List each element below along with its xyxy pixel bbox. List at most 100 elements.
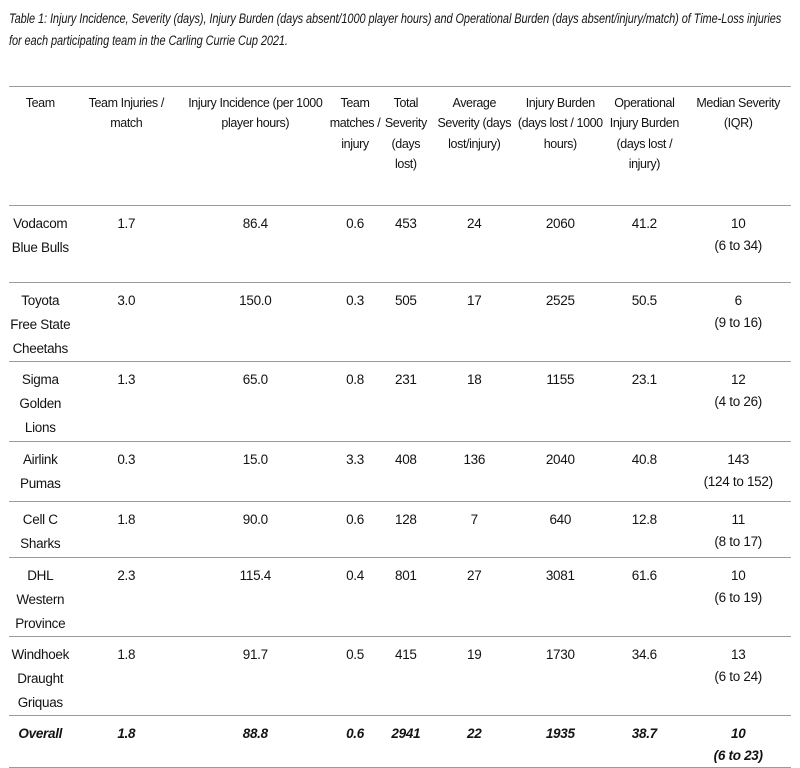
cell-team: Toyota Free State Cheetahs — [10, 293, 71, 357]
cell-total-severity: 408 — [395, 452, 417, 468]
cell-average-severity: 22 — [467, 726, 482, 742]
cell-total-severity: 2941 — [391, 726, 421, 742]
cell-median-severity: 143 (124 to 152) — [685, 442, 791, 502]
cell-injuries-per-match: 3.0 — [117, 293, 136, 308]
cell-team: Airlink Pumas — [20, 452, 61, 492]
table-caption-wrap: Table 1: Injury Incidence, Severity (day… — [9, 8, 791, 56]
median-value: 11 — [731, 512, 745, 528]
median-value: 13 — [730, 647, 746, 663]
col-header-median-severity: Median Severity (IQR) — [696, 96, 780, 131]
median-value: 143 — [727, 452, 749, 468]
cell-matches-per-injury: 0.4 — [346, 568, 364, 584]
cell-injury-burden: 2525 — [545, 293, 575, 308]
cell-operational-burden: 61.6 — [631, 568, 657, 584]
table-header: Team Team Injuries / match Injury Incide… — [9, 87, 791, 206]
cell-average-severity: 18 — [467, 372, 482, 388]
col-header-injury-incidence: Injury Incidence (per 1000 player hours) — [188, 96, 323, 131]
median-value: 12 — [730, 372, 746, 388]
table-row-windhoek-draught-griquas: Windhoek Draught Griquas 1.8 91.7 0.5 41… — [9, 636, 791, 716]
cell-average-severity: 19 — [467, 647, 482, 663]
table-row-vodacom-blue-bulls: Vodacom Blue Bulls 1.7 86.4 0.6 453 24 2… — [9, 205, 791, 283]
cell-injury-burden: 2040 — [545, 452, 575, 468]
cell-injury-incidence: 91.7 — [242, 647, 268, 663]
cell-injury-incidence: 90.0 — [242, 512, 268, 528]
median-iqr: (6 to 19) — [714, 590, 762, 606]
cell-total-severity: 231 — [395, 372, 417, 388]
cell-total-severity: 453 — [395, 216, 417, 231]
cell-team: Overall — [18, 726, 63, 742]
cell-matches-per-injury: 0.6 — [346, 726, 364, 742]
median-iqr: (124 to 152) — [703, 474, 774, 490]
cell-average-severity: 7 — [470, 512, 479, 528]
cell-injuries-per-match: 1.3 — [117, 372, 136, 388]
cell-injuries-per-match: 1.8 — [117, 512, 136, 528]
cell-injury-incidence: 15.0 — [242, 452, 268, 468]
cell-median-severity: 6 (9 to 16) — [685, 283, 791, 362]
cell-injury-incidence: 115.4 — [239, 568, 272, 584]
table-row-toyota-free-state-cheetahs: Toyota Free State Cheetahs 3.0 150.0 0.3… — [9, 282, 791, 362]
cell-median-severity: 10 (6 to 34) — [685, 206, 791, 283]
cell-injuries-per-match: 0.3 — [117, 452, 136, 468]
cell-total-severity: 801 — [395, 568, 417, 584]
median-iqr: (4 to 26) — [714, 394, 762, 410]
cell-average-severity: 17 — [467, 293, 482, 308]
cell-injury-burden: 640 — [549, 512, 572, 528]
table-row-cell-c-sharks: Cell C Sharks 1.8 90.0 0.6 128 7 640 12.… — [9, 501, 791, 558]
cell-matches-per-injury: 3.3 — [346, 452, 364, 468]
cell-team: Vodacom Blue Bulls — [11, 216, 69, 256]
median-value: 10 — [730, 216, 746, 231]
cell-injuries-per-match: 1.8 — [117, 726, 136, 742]
median-iqr: (6 to 23) — [713, 748, 763, 764]
cell-team: Cell C Sharks — [20, 512, 61, 552]
cell-operational-burden: 38.7 — [631, 726, 657, 742]
col-header-operational-burden: Operational Injury Burden (days lost / i… — [609, 96, 680, 171]
cell-operational-burden: 12.8 — [631, 512, 657, 528]
table-row-overall: Overall 1.8 88.8 0.6 2941 22 1935 38.7 1… — [9, 715, 791, 768]
cell-median-severity: 13 (6 to 24) — [685, 637, 791, 716]
col-header-injury-burden: Injury Burden (days lost / 1000 hours) — [517, 96, 603, 151]
cell-matches-per-injury: 0.3 — [346, 293, 364, 308]
median-iqr: (8 to 17) — [714, 534, 762, 550]
cell-average-severity: 24 — [467, 216, 482, 231]
cell-total-severity: 415 — [395, 647, 417, 663]
cell-injury-burden: 1935 — [545, 726, 575, 742]
cell-operational-burden: 41.2 — [631, 216, 657, 231]
cell-operational-burden: 23.1 — [631, 372, 657, 388]
median-iqr: (6 to 24) — [714, 669, 762, 685]
col-header-total-severity: Total Severity (days lost) — [384, 96, 427, 171]
table-caption: Table 1: Injury Incidence, Severity (day… — [9, 11, 782, 48]
cell-median-severity: 12 (4 to 26) — [685, 362, 791, 442]
cell-team: Sigma Golden Lions — [19, 372, 62, 436]
median-value: 10 — [730, 568, 746, 584]
cell-average-severity: 27 — [467, 568, 482, 584]
col-header-average-severity: Average Severity (days lost/injury) — [437, 96, 512, 151]
injury-incidence-table: Team Team Injuries / match Injury Incide… — [9, 86, 791, 768]
table-row-airlink-pumas: Airlink Pumas 0.3 15.0 3.3 408 136 2040 … — [9, 441, 791, 502]
cell-operational-burden: 50.5 — [631, 293, 657, 308]
cell-injury-incidence: 65.0 — [242, 372, 268, 388]
cell-matches-per-injury: 0.5 — [346, 647, 364, 663]
median-value: 6 — [734, 293, 743, 308]
cell-matches-per-injury: 0.6 — [346, 216, 364, 231]
cell-median-severity: 11 (8 to 17) — [685, 502, 791, 558]
cell-injuries-per-match: 2.3 — [117, 568, 136, 584]
cell-injuries-per-match: 1.7 — [117, 216, 136, 231]
cell-operational-burden: 34.6 — [631, 647, 657, 663]
cell-injuries-per-match: 1.8 — [117, 647, 136, 663]
table-row-sigma-golden-lions: Sigma Golden Lions 1.3 65.0 0.8 231 18 1… — [9, 361, 791, 442]
cell-total-severity: 128 — [395, 512, 417, 528]
table-row-dhl-western-province: DHL Western Province 2.3 115.4 0.4 801 2… — [9, 557, 791, 637]
cell-team: DHL Western Province — [15, 568, 66, 632]
cell-injury-incidence: 150.0 — [239, 293, 272, 308]
cell-median-severity: 10 (6 to 23) — [685, 716, 791, 768]
cell-average-severity: 136 — [463, 452, 486, 468]
cell-injury-incidence: 88.8 — [242, 726, 268, 742]
cell-team: Windhoek Draught Griquas — [11, 647, 70, 711]
col-header-injuries-per-match: Team Injuries / match — [88, 96, 165, 131]
cell-total-severity: 505 — [395, 293, 417, 308]
cell-injury-incidence: 86.4 — [242, 216, 268, 231]
cell-matches-per-injury: 0.6 — [346, 512, 364, 528]
cell-injury-burden: 1155 — [546, 372, 575, 388]
table-body: Vodacom Blue Bulls 1.7 86.4 0.6 453 24 2… — [9, 205, 791, 768]
